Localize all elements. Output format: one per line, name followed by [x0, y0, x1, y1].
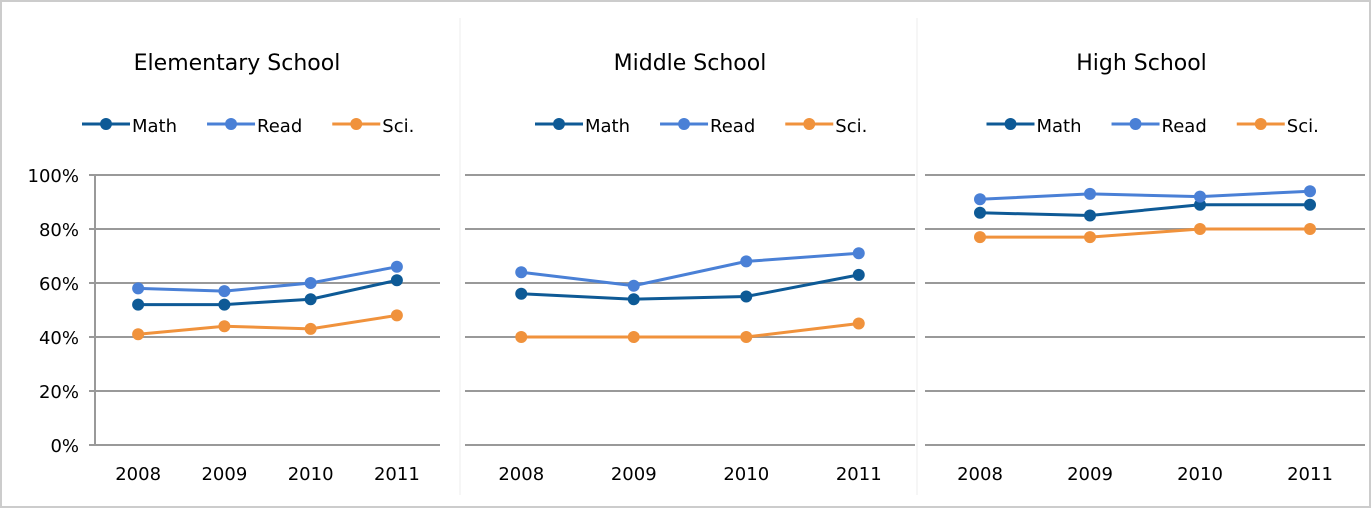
data-point	[304, 322, 317, 335]
series-line	[979, 203, 1310, 218]
legend-marker	[678, 118, 691, 130]
series-line	[521, 322, 859, 339]
data-point	[515, 287, 528, 300]
data-point	[1084, 231, 1096, 244]
y-tick-label: 60%	[39, 274, 79, 295]
legend-marker	[1129, 118, 1142, 130]
data-point	[627, 331, 640, 343]
legend-label: Math	[585, 116, 630, 137]
data-point	[1194, 190, 1206, 203]
chart-title: High School	[1076, 51, 1207, 76]
x-tick-label: 2011	[1287, 464, 1333, 485]
x-tick-label: 2009	[611, 464, 657, 485]
data-point	[852, 268, 865, 281]
x-tick-label: 2008	[498, 464, 544, 485]
series-line	[138, 265, 398, 293]
data-point	[974, 193, 986, 206]
legend-marker	[1004, 118, 1017, 130]
chart-title: Elementary School	[134, 51, 341, 76]
x-tick-label: 2010	[723, 464, 769, 485]
data-point	[740, 290, 753, 303]
legend-label: Read	[1162, 116, 1207, 137]
legend-marker	[225, 118, 238, 130]
data-point	[132, 282, 145, 295]
data-point	[627, 279, 640, 292]
data-point	[852, 247, 865, 260]
series-line	[137, 313, 398, 336]
data-point	[1304, 185, 1316, 198]
chart-title: Middle School	[614, 51, 767, 76]
legend-label: Math	[132, 116, 177, 137]
legend-marker	[1254, 118, 1267, 130]
data-point	[515, 331, 528, 343]
data-point	[740, 331, 753, 343]
data-point	[1304, 223, 1316, 235]
data-point	[390, 309, 403, 322]
data-point	[740, 255, 753, 268]
legend-marker	[350, 118, 363, 130]
data-point	[1084, 187, 1096, 200]
data-point	[390, 274, 403, 287]
data-point	[304, 293, 317, 306]
x-tick-label: 2011	[836, 464, 882, 485]
legend-marker	[100, 118, 112, 130]
data-point	[627, 293, 640, 306]
data-point	[218, 285, 231, 298]
y-tick-label: 0%	[50, 436, 79, 457]
data-point	[974, 206, 986, 219]
legend-label: Sci.	[1287, 116, 1319, 137]
legend-label: Math	[1037, 116, 1082, 137]
series-line	[979, 189, 1311, 201]
series-line	[980, 227, 1310, 239]
x-tick-label: 2009	[201, 464, 247, 485]
x-tick-label: 2010	[288, 464, 334, 485]
data-point	[304, 277, 317, 289]
data-point	[218, 298, 231, 311]
y-tick-label: 80%	[39, 220, 79, 241]
x-tick-label: 2009	[1067, 464, 1113, 485]
data-point	[852, 317, 865, 330]
legend-marker	[803, 118, 816, 130]
y-tick-label: 100%	[28, 166, 79, 187]
data-point	[1194, 223, 1206, 235]
legend-label: Sci.	[382, 116, 414, 137]
x-tick-label: 2011	[374, 464, 420, 485]
x-tick-label: 2010	[1177, 464, 1223, 485]
data-point	[390, 260, 403, 273]
x-tick-label: 2008	[115, 464, 161, 485]
legend-marker	[553, 118, 565, 130]
data-point	[218, 320, 231, 333]
data-point	[1084, 209, 1096, 222]
data-point	[515, 266, 528, 279]
series-line	[521, 251, 859, 288]
y-tick-label: 40%	[39, 328, 79, 349]
data-point	[1304, 198, 1316, 211]
x-tick-label: 2008	[957, 464, 1003, 485]
legend-label: Sci.	[835, 116, 867, 137]
series-line	[521, 273, 860, 301]
data-point	[132, 298, 145, 311]
legend-label: Read	[710, 116, 755, 137]
legend-label: Read	[257, 116, 302, 137]
data-point	[974, 231, 986, 244]
y-tick-label: 20%	[39, 382, 79, 403]
series-line	[138, 278, 398, 307]
data-point	[132, 328, 145, 341]
